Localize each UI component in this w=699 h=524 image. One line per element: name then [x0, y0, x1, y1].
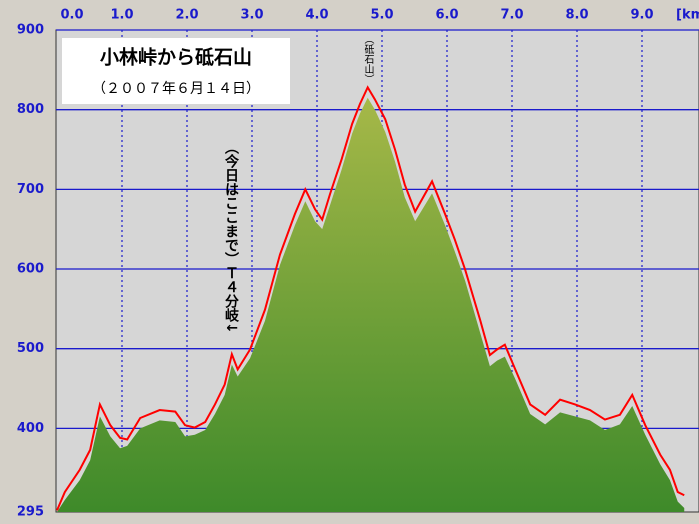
- chart-subtitle: （２００７年６月１４日）: [92, 81, 260, 97]
- x-tick-label: 0.0: [60, 8, 83, 23]
- x-tick-label: 8.0: [565, 8, 588, 23]
- x-tick-label: 6.0: [435, 8, 458, 23]
- y-tick-label: 295: [17, 505, 44, 520]
- elevation-area: [57, 97, 685, 513]
- x-tick-label: 2.0: [175, 8, 198, 23]
- y-tick-label: 800: [17, 102, 44, 117]
- x-tick-label: 4.0: [305, 8, 328, 23]
- y-tick-label: 900: [17, 23, 44, 38]
- x-tick-label: 9.0: [630, 8, 653, 23]
- y-tick-label: 600: [17, 262, 44, 277]
- annotation: （今日はここまで）Ｔ４分岐↓: [223, 140, 240, 334]
- title-box: [62, 38, 290, 104]
- x-tick-label: 1.0: [110, 8, 133, 23]
- y-tick-label: 500: [17, 341, 44, 356]
- y-tick-label: 400: [17, 421, 44, 436]
- x-tick-label: 7.0: [500, 8, 523, 23]
- chart-title: 小林峠から砥石山: [100, 46, 252, 69]
- y-tick-label: 700: [17, 182, 44, 197]
- x-tick-label: 3.0: [240, 8, 263, 23]
- x-tick-label: 5.0: [370, 8, 393, 23]
- x-axis-label: [km: [676, 8, 699, 23]
- track-line: [56, 85, 685, 511]
- annotation: （砥石山）: [362, 34, 374, 84]
